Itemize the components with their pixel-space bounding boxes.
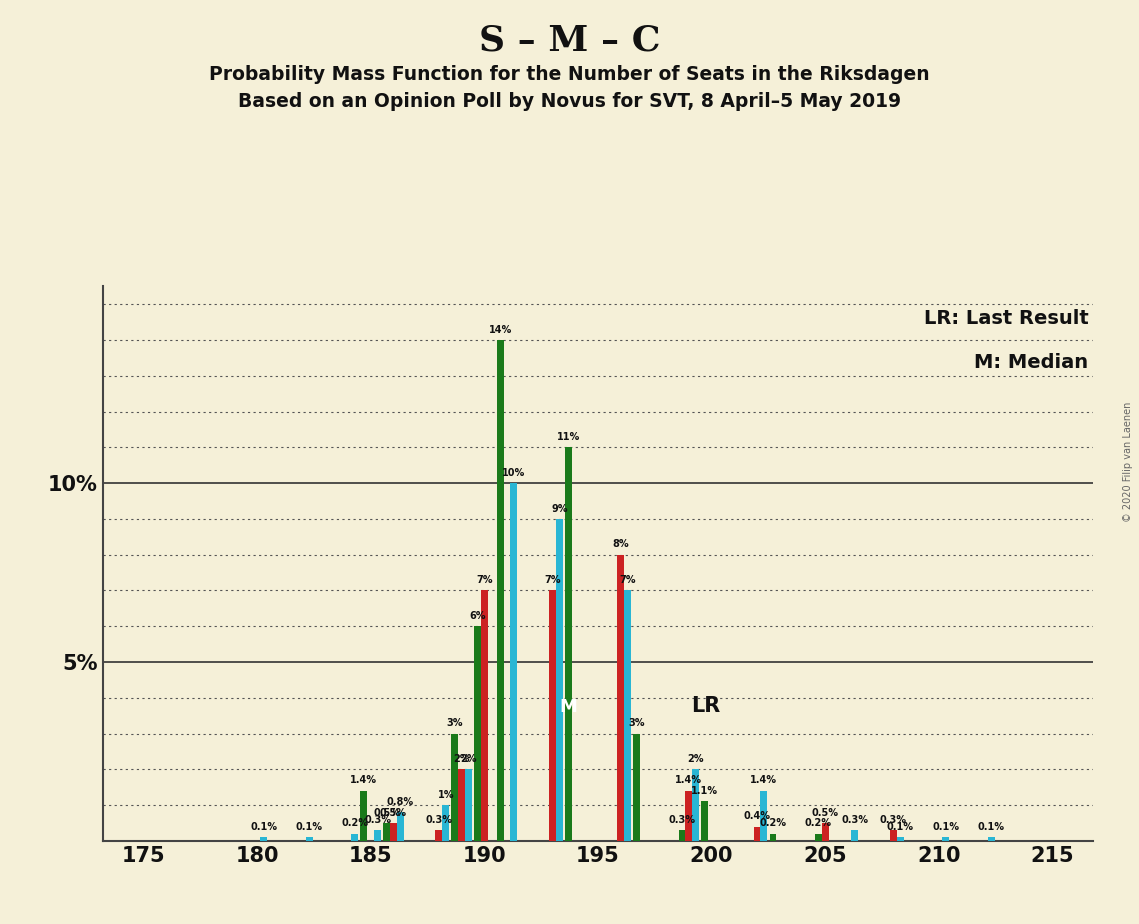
Bar <box>396 812 403 841</box>
Bar <box>374 830 380 841</box>
Text: 0.1%: 0.1% <box>296 822 322 832</box>
Text: 0.1%: 0.1% <box>887 822 913 832</box>
Text: 3%: 3% <box>446 718 464 728</box>
Bar <box>693 770 699 841</box>
Text: 0.3%: 0.3% <box>880 815 907 825</box>
Text: 1.4%: 1.4% <box>675 775 703 785</box>
Bar <box>617 554 624 841</box>
Text: 10%: 10% <box>502 468 525 478</box>
Text: 0.5%: 0.5% <box>374 808 400 818</box>
Text: M: Median: M: Median <box>974 353 1089 372</box>
Bar <box>556 519 563 841</box>
Bar <box>686 791 693 841</box>
Text: 6%: 6% <box>469 611 485 621</box>
Bar <box>360 791 367 841</box>
Bar <box>351 833 358 841</box>
Bar <box>510 483 517 841</box>
Text: 0.3%: 0.3% <box>842 815 868 825</box>
Text: 0.4%: 0.4% <box>744 811 771 821</box>
Text: LR: LR <box>691 696 720 716</box>
Bar <box>458 770 465 841</box>
Text: 0.1%: 0.1% <box>251 822 278 832</box>
Text: 2%: 2% <box>460 754 477 764</box>
Bar <box>435 830 442 841</box>
Bar <box>565 447 572 841</box>
Bar <box>261 837 268 841</box>
Bar <box>481 590 487 841</box>
Bar <box>633 734 640 841</box>
Bar <box>822 823 829 841</box>
Text: S – M – C: S – M – C <box>478 23 661 57</box>
Text: 2%: 2% <box>453 754 470 764</box>
Text: 11%: 11% <box>557 432 580 442</box>
Text: 0.5%: 0.5% <box>380 808 407 818</box>
Text: 0.3%: 0.3% <box>364 815 391 825</box>
Bar <box>465 770 472 841</box>
Text: 14%: 14% <box>489 324 511 334</box>
Text: 0.8%: 0.8% <box>386 796 413 807</box>
Text: 0.5%: 0.5% <box>812 808 838 818</box>
Text: 0.2%: 0.2% <box>760 819 786 828</box>
Bar <box>549 590 556 841</box>
Bar <box>942 837 949 841</box>
Text: 7%: 7% <box>620 575 636 585</box>
Bar <box>442 805 449 841</box>
Text: 0.2%: 0.2% <box>342 819 368 828</box>
Bar <box>816 833 822 841</box>
Text: 0.3%: 0.3% <box>425 815 452 825</box>
Bar <box>624 590 631 841</box>
Bar <box>761 791 768 841</box>
Text: 1.4%: 1.4% <box>751 775 778 785</box>
Bar <box>988 837 994 841</box>
Text: 1.1%: 1.1% <box>691 786 719 796</box>
Text: 2%: 2% <box>688 754 704 764</box>
Text: 1.4%: 1.4% <box>351 775 377 785</box>
Bar <box>770 833 777 841</box>
Text: 8%: 8% <box>613 540 629 550</box>
Bar <box>306 837 313 841</box>
Text: 9%: 9% <box>551 504 567 514</box>
Bar <box>451 734 458 841</box>
Text: 7%: 7% <box>544 575 560 585</box>
Text: 3%: 3% <box>629 718 645 728</box>
Text: 1%: 1% <box>437 790 454 799</box>
Text: M: M <box>559 698 577 716</box>
Bar <box>896 837 903 841</box>
Text: LR: Last Result: LR: Last Result <box>924 309 1089 328</box>
Text: 7%: 7% <box>476 575 492 585</box>
Text: Based on an Opinion Poll by Novus for SVT, 8 April–5 May 2019: Based on an Opinion Poll by Novus for SV… <box>238 92 901 112</box>
Bar <box>754 827 761 841</box>
Text: © 2020 Filip van Laenen: © 2020 Filip van Laenen <box>1123 402 1133 522</box>
Bar <box>890 830 896 841</box>
Bar <box>702 801 708 841</box>
Text: 0.2%: 0.2% <box>805 819 831 828</box>
Bar <box>497 340 503 841</box>
Text: 0.3%: 0.3% <box>669 815 696 825</box>
Bar <box>474 626 481 841</box>
Bar <box>851 830 858 841</box>
Bar <box>383 823 390 841</box>
Bar <box>679 830 686 841</box>
Bar <box>390 823 396 841</box>
Text: Probability Mass Function for the Number of Seats in the Riksdagen: Probability Mass Function for the Number… <box>210 65 929 84</box>
Text: 0.1%: 0.1% <box>932 822 959 832</box>
Text: 0.1%: 0.1% <box>977 822 1005 832</box>
